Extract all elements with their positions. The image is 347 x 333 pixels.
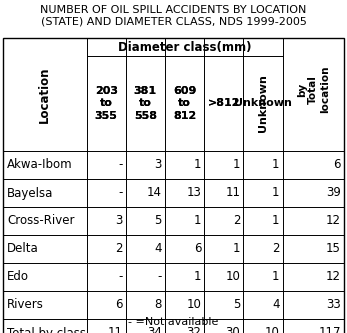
Text: Delta: Delta — [7, 242, 39, 255]
Text: 1: 1 — [272, 270, 280, 283]
Text: 381
to
558: 381 to 558 — [134, 86, 157, 121]
Text: -: - — [158, 270, 162, 283]
Text: 12: 12 — [326, 270, 341, 283]
Text: 8: 8 — [155, 298, 162, 311]
Text: 2: 2 — [272, 242, 280, 255]
Text: Edo: Edo — [7, 270, 29, 283]
Text: 3: 3 — [155, 159, 162, 171]
Text: 4: 4 — [154, 242, 162, 255]
Text: Bayelsa: Bayelsa — [7, 186, 53, 199]
Text: 1: 1 — [194, 270, 201, 283]
Text: 10: 10 — [265, 326, 280, 333]
Text: >812: >812 — [208, 99, 240, 109]
Text: Akwa-Ibom: Akwa-Ibom — [7, 159, 73, 171]
Text: -: - — [118, 270, 123, 283]
Text: Diameter class(mm): Diameter class(mm) — [118, 41, 251, 54]
Text: 14: 14 — [147, 186, 162, 199]
Text: >812: >812 — [208, 99, 240, 109]
Text: 6: 6 — [194, 242, 201, 255]
Text: 33: 33 — [326, 298, 341, 311]
Text: 203
to
355: 203 to 355 — [95, 86, 118, 121]
Text: 1: 1 — [194, 159, 201, 171]
Text: 11: 11 — [108, 326, 123, 333]
Text: 2: 2 — [233, 214, 240, 227]
Text: 11: 11 — [226, 186, 240, 199]
Text: 203
to
355: 203 to 355 — [95, 86, 118, 121]
Text: 2: 2 — [115, 242, 123, 255]
Text: 381
to
558: 381 to 558 — [134, 86, 157, 121]
Text: 30: 30 — [226, 326, 240, 333]
Text: 4: 4 — [272, 298, 280, 311]
Text: 1: 1 — [233, 159, 240, 171]
Text: 34: 34 — [147, 326, 162, 333]
Text: -: - — [118, 159, 123, 171]
Text: 6: 6 — [115, 298, 123, 311]
Text: 12: 12 — [326, 214, 341, 227]
Text: Unknown: Unknown — [234, 99, 292, 109]
Text: 32: 32 — [186, 326, 201, 333]
Text: 5: 5 — [155, 214, 162, 227]
Text: NUMBER OF OIL SPILL ACCIDENTS BY LOCATION: NUMBER OF OIL SPILL ACCIDENTS BY LOCATIO… — [40, 5, 307, 15]
Text: Unknown: Unknown — [258, 75, 268, 133]
Text: Cross-River: Cross-River — [7, 214, 75, 227]
Text: (STATE) AND DIAMETER CLASS, NDS 1999-2005: (STATE) AND DIAMETER CLASS, NDS 1999-200… — [41, 17, 306, 27]
Text: Rivers: Rivers — [7, 298, 44, 311]
Text: 1: 1 — [272, 214, 280, 227]
Text: 1: 1 — [272, 159, 280, 171]
Text: 1: 1 — [194, 214, 201, 227]
Text: -: - — [118, 186, 123, 199]
Text: 6: 6 — [333, 159, 341, 171]
Text: 1: 1 — [272, 186, 280, 199]
Text: - =Not available: - =Not available — [128, 317, 219, 327]
Text: 15: 15 — [326, 242, 341, 255]
Text: Location: Location — [38, 66, 51, 123]
Text: 609
to
812: 609 to 812 — [173, 86, 196, 121]
Text: 5: 5 — [233, 298, 240, 311]
Text: 10: 10 — [186, 298, 201, 311]
Text: 13: 13 — [186, 186, 201, 199]
Text: 1: 1 — [233, 242, 240, 255]
Text: 39: 39 — [326, 186, 341, 199]
Text: 609
to
812: 609 to 812 — [173, 86, 196, 121]
Text: 10: 10 — [226, 270, 240, 283]
Text: 117: 117 — [319, 326, 341, 333]
Text: Total by class: Total by class — [7, 326, 86, 333]
Text: 3: 3 — [116, 214, 123, 227]
Text: by
Total
location: by Total location — [297, 66, 330, 113]
